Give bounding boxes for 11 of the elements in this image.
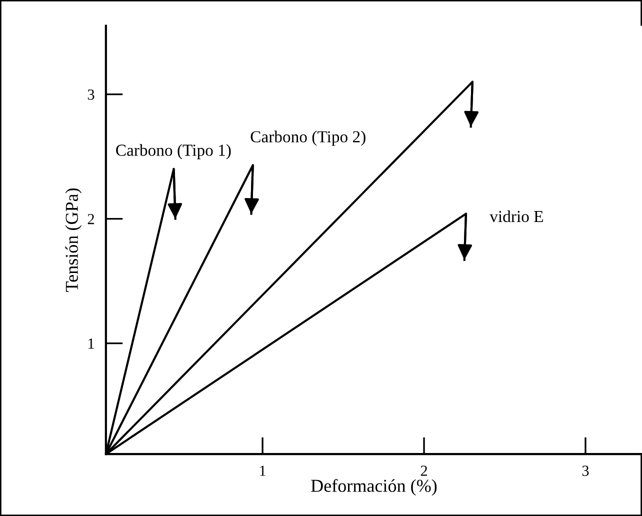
x-axis-title: Deformación (%)	[311, 479, 437, 496]
x-tick-label: 1	[260, 466, 266, 476]
series-label: Carbono (Tipo 1)	[116, 144, 231, 160]
x-tick-label: 2	[420, 466, 427, 476]
series-label: Carbono (Tipo 2)	[250, 130, 366, 146]
series-label: vidrio E	[490, 210, 543, 222]
y-axis-title: Tensión (GPa)	[65, 188, 82, 292]
y-tick-label: 3	[88, 89, 94, 100]
x-tick-label: 3	[582, 466, 589, 476]
y-tick-label: 1	[88, 338, 94, 349]
y-tick-label: 2	[88, 214, 94, 224]
